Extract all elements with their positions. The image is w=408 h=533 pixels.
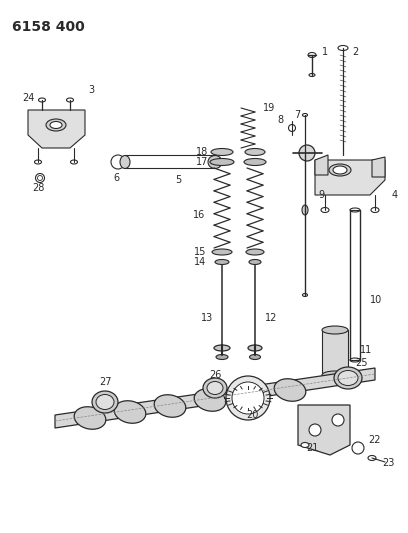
Ellipse shape [212,249,232,255]
Circle shape [309,424,321,436]
Ellipse shape [214,345,230,351]
Ellipse shape [215,260,229,264]
Text: 24: 24 [22,93,34,103]
Ellipse shape [371,207,379,213]
Text: 14: 14 [194,257,206,267]
Polygon shape [315,160,385,195]
Ellipse shape [229,384,261,406]
Ellipse shape [244,158,266,166]
Text: 15: 15 [194,247,206,257]
Text: 17: 17 [195,157,208,167]
Ellipse shape [338,370,358,385]
Text: 26: 26 [209,370,221,380]
Ellipse shape [38,98,46,102]
Text: 12: 12 [265,313,277,323]
Text: 6: 6 [113,173,119,183]
Ellipse shape [96,394,114,409]
Ellipse shape [50,122,62,128]
Ellipse shape [248,345,262,351]
Ellipse shape [334,367,362,389]
Bar [322,330,348,375]
Text: 9: 9 [318,190,324,200]
Text: 25: 25 [355,358,368,368]
Ellipse shape [71,160,78,164]
Text: 1: 1 [322,47,328,57]
Ellipse shape [35,174,44,182]
Ellipse shape [322,371,348,379]
Text: 20: 20 [246,410,258,420]
Ellipse shape [35,160,42,164]
Text: 7: 7 [294,110,300,120]
Text: 21: 21 [306,443,318,453]
Text: 6158 400: 6158 400 [12,20,85,34]
Text: 5: 5 [175,175,181,185]
Ellipse shape [322,326,348,334]
Ellipse shape [250,354,260,359]
Text: 3: 3 [88,85,94,95]
Ellipse shape [74,407,106,429]
Text: 8: 8 [278,115,284,125]
Ellipse shape [120,156,130,168]
Ellipse shape [245,149,265,156]
Ellipse shape [302,114,308,117]
Text: 18: 18 [196,147,208,157]
Circle shape [352,442,364,454]
Ellipse shape [302,294,308,296]
Ellipse shape [321,207,329,213]
Ellipse shape [301,442,309,448]
Ellipse shape [309,74,315,77]
Ellipse shape [350,208,360,212]
Circle shape [332,414,344,426]
Ellipse shape [249,260,261,264]
Ellipse shape [302,205,308,215]
Ellipse shape [288,125,295,132]
Circle shape [299,145,315,161]
Polygon shape [298,405,350,455]
Circle shape [232,382,264,414]
Ellipse shape [350,358,360,362]
Ellipse shape [92,391,118,413]
Polygon shape [315,155,328,175]
Text: 11: 11 [360,345,372,355]
Polygon shape [372,157,385,177]
Ellipse shape [114,401,146,423]
Polygon shape [28,110,85,148]
Ellipse shape [38,175,42,181]
Ellipse shape [208,156,222,168]
Text: 16: 16 [193,210,205,220]
Ellipse shape [329,164,351,176]
Ellipse shape [246,249,264,255]
Ellipse shape [368,456,376,461]
Text: 22: 22 [368,435,381,445]
Ellipse shape [308,52,316,58]
Ellipse shape [207,382,223,394]
Ellipse shape [210,158,234,166]
Text: 13: 13 [201,313,213,323]
Text: 23: 23 [382,458,395,468]
Ellipse shape [338,45,348,51]
Circle shape [111,155,125,169]
Text: 27: 27 [99,377,111,387]
Polygon shape [55,368,375,428]
Ellipse shape [194,389,226,411]
Text: 28: 28 [32,183,44,193]
Ellipse shape [46,119,66,131]
Text: 2: 2 [352,47,358,57]
Ellipse shape [333,166,347,174]
Ellipse shape [274,379,306,401]
Text: 10: 10 [370,295,382,305]
Text: 19: 19 [263,103,275,113]
Ellipse shape [216,354,228,359]
Circle shape [226,376,270,420]
Ellipse shape [211,149,233,156]
Ellipse shape [67,98,73,102]
Ellipse shape [203,378,227,398]
Ellipse shape [154,395,186,417]
Text: 4: 4 [392,190,398,200]
